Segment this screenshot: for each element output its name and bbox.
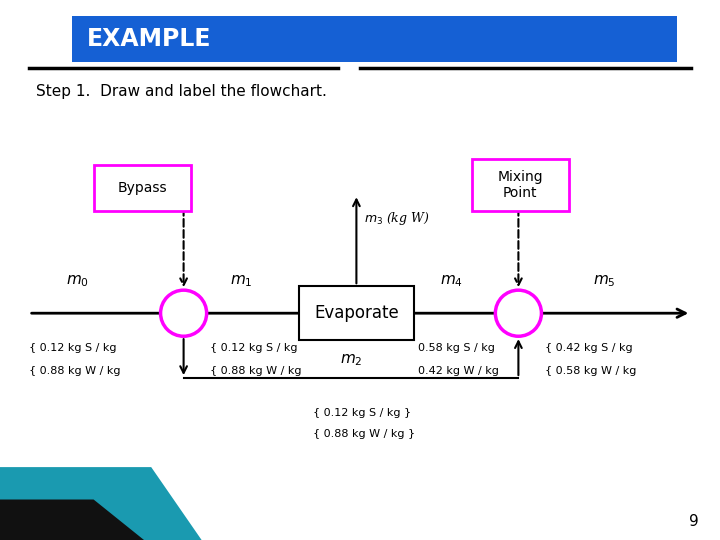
Text: $m_5$: $m_5$ [593, 273, 616, 289]
Text: { 0.58 kg W / kg: { 0.58 kg W / kg [545, 366, 636, 376]
Text: 9: 9 [688, 514, 698, 529]
Text: { 0.12 kg S / kg: { 0.12 kg S / kg [210, 343, 298, 353]
FancyBboxPatch shape [299, 286, 414, 340]
Text: { 0.12 kg S / kg }: { 0.12 kg S / kg } [313, 408, 411, 418]
FancyBboxPatch shape [472, 159, 569, 211]
Text: { 0.42 kg S / kg: { 0.42 kg S / kg [545, 343, 633, 353]
Text: EXAMPLE: EXAMPLE [86, 27, 211, 51]
Text: $m_1$: $m_1$ [230, 273, 253, 289]
Polygon shape [0, 500, 144, 540]
Text: $m_2$: $m_2$ [340, 353, 362, 368]
Text: 0.58 kg S / kg: 0.58 kg S / kg [418, 343, 495, 353]
Text: { 0.12 kg S / kg: { 0.12 kg S / kg [29, 343, 117, 353]
Text: $m_3$ (kg W): $m_3$ (kg W) [364, 210, 429, 227]
FancyBboxPatch shape [72, 16, 677, 62]
Text: { 0.88 kg W / kg }: { 0.88 kg W / kg } [313, 429, 415, 440]
Text: Bypass: Bypass [117, 181, 167, 195]
Text: Mixing
Point: Mixing Point [498, 170, 543, 200]
FancyBboxPatch shape [94, 165, 191, 211]
Text: $m_0$: $m_0$ [66, 273, 89, 289]
Ellipse shape [495, 290, 541, 336]
Text: { 0.88 kg W / kg: { 0.88 kg W / kg [210, 366, 302, 376]
Ellipse shape [161, 290, 207, 336]
Text: Step 1.  Draw and label the flowchart.: Step 1. Draw and label the flowchart. [36, 84, 327, 99]
Polygon shape [0, 467, 202, 540]
Text: Evaporate: Evaporate [314, 304, 399, 322]
Text: { 0.88 kg W / kg: { 0.88 kg W / kg [29, 366, 120, 376]
Text: $m_4$: $m_4$ [441, 273, 463, 289]
Text: 0.42 kg W / kg: 0.42 kg W / kg [418, 366, 498, 376]
